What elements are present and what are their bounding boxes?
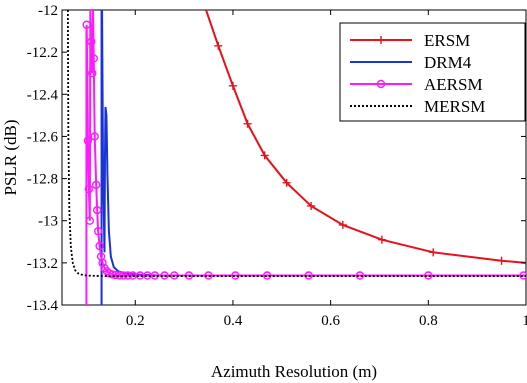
data-point-aersm: [83, 136, 93, 145]
data-point-aersm: [95, 241, 104, 251]
x-tick-label: 0.8: [419, 313, 438, 329]
legend-label: ERSM: [424, 31, 470, 50]
x-tick-label: 0.4: [224, 313, 243, 329]
series-ersm: [205, 10, 526, 265]
data-point-aersm: [88, 69, 97, 78]
legend-label: MERSM: [424, 97, 485, 116]
legend-marker: [377, 36, 385, 44]
series-mersm: [66, 10, 526, 278]
series-layer: [66, 10, 526, 305]
series-line-ersm: [205, 10, 526, 264]
data-point-aersm: [87, 37, 96, 46]
x-tick-label: 1: [522, 313, 527, 329]
data-point-aersm: [92, 205, 102, 215]
data-point-ersm: [377, 235, 386, 244]
x-tick-label: 0.6: [321, 313, 340, 329]
x-axis-label: Azimuth Resolution (m): [211, 362, 377, 381]
data-point-ersm: [282, 178, 291, 187]
legend-entry-drm4: DRM4: [350, 53, 472, 72]
legend-marker: [376, 79, 386, 89]
plot-frame: [61, 9, 527, 306]
x-tick-label: 0.2: [126, 313, 145, 329]
legend-label: DRM4: [424, 53, 472, 72]
data-point-aersm: [115, 271, 124, 280]
data-point-aersm: [82, 20, 91, 29]
data-point-aersm: [90, 132, 99, 141]
legend-entry-aersm: AERSM: [350, 75, 483, 94]
series-line-aersm: [85, 10, 526, 305]
data-point-aersm: [355, 271, 365, 280]
data-point-aersm: [231, 271, 240, 280]
data-point-ersm: [429, 248, 438, 257]
data-point-ersm: [243, 119, 252, 128]
data-point-aersm: [123, 271, 133, 280]
legend-entry-mersm: MERSM: [350, 97, 485, 116]
ticks-layer: 0.2 0.4 0.6 0.8 1 -12 -12.2 -12.4 -12.6 -12.8 -13 -…: [27, 3, 527, 329]
y-tick-label: -13.4: [27, 298, 59, 314]
data-point-aersm: [98, 258, 107, 268]
legend-label: AERSM: [424, 75, 483, 94]
y-tick-label: -12.8: [27, 172, 58, 188]
data-point-ersm: [338, 220, 347, 229]
y-tick-label: -12: [38, 3, 58, 19]
y-tick-label: -12.2: [27, 45, 58, 61]
data-point-aersm: [89, 54, 98, 63]
data-point-aersm: [111, 270, 120, 280]
legend-entry-ersm: ERSM: [350, 31, 470, 50]
data-point-ersm: [307, 201, 316, 210]
data-point-ersm: [497, 256, 506, 265]
y-axis-label: PSLR (dB): [1, 119, 20, 195]
data-point-aersm: [93, 227, 103, 236]
y-tick-label: -13.2: [27, 256, 58, 272]
data-point-aersm: [91, 180, 101, 190]
legend: ERSM DRM4 AERSM MERSM: [339, 22, 526, 122]
data-point-aersm: [119, 271, 128, 280]
data-point-aersm: [85, 216, 95, 225]
plot-area: 0.2 0.4 0.6 0.8 1 -12 -12.2 -12.4 -12.6 -12.8 -13 -…: [27, 3, 527, 329]
data-point-ersm: [228, 81, 237, 90]
y-tick-label: -13: [38, 214, 58, 230]
data-point-ersm: [214, 41, 223, 50]
data-point-aersm: [84, 184, 94, 194]
series-line-mersm: [66, 10, 526, 278]
y-tick-label: -12.6: [27, 129, 59, 145]
data-point-aersm: [519, 271, 526, 280]
data-point-ersm: [260, 151, 269, 160]
y-tick-label: -12.4: [27, 87, 59, 103]
legend-entries: ERSM DRM4 AERSM MERSM: [350, 31, 485, 116]
